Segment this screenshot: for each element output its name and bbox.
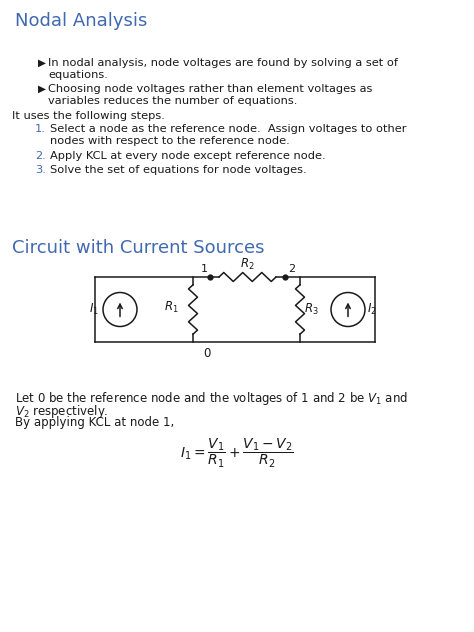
Text: Apply KCL at every node except reference node.: Apply KCL at every node except reference… <box>50 151 326 161</box>
Text: $I_1 = \dfrac{V_1}{R_1} + \dfrac{V_1 - V_2}{R_2}$: $I_1 = \dfrac{V_1}{R_1} + \dfrac{V_1 - V… <box>180 437 294 470</box>
Text: $R_1$: $R_1$ <box>164 300 179 315</box>
Text: 1: 1 <box>201 264 208 274</box>
Text: equations.: equations. <box>48 70 108 80</box>
Text: Circuit with Current Sources: Circuit with Current Sources <box>12 239 264 257</box>
Text: 1.: 1. <box>35 124 46 134</box>
Text: Choosing node voltages rather than element voltages as: Choosing node voltages rather than eleme… <box>48 84 373 94</box>
Text: 0: 0 <box>203 347 210 360</box>
Text: By applying KCL at node 1,: By applying KCL at node 1, <box>15 416 174 429</box>
Text: In nodal analysis, node voltages are found by solving a set of: In nodal analysis, node voltages are fou… <box>48 58 398 68</box>
Text: variables reduces the number of equations.: variables reduces the number of equation… <box>48 96 297 106</box>
Text: Nodal Analysis: Nodal Analysis <box>15 12 147 30</box>
Text: $\blacktriangleright$: $\blacktriangleright$ <box>35 58 47 70</box>
Text: 3.: 3. <box>35 165 46 175</box>
Text: $I_2$: $I_2$ <box>367 302 377 317</box>
Text: It uses the following steps.: It uses the following steps. <box>12 111 165 121</box>
Text: $V_2$ respectively.: $V_2$ respectively. <box>15 403 109 420</box>
Text: nodes with respect to the reference node.: nodes with respect to the reference node… <box>50 136 290 146</box>
Text: 2: 2 <box>288 264 295 274</box>
Text: $R_3$: $R_3$ <box>304 302 319 317</box>
Text: Solve the set of equations for node voltages.: Solve the set of equations for node volt… <box>50 165 307 175</box>
Text: Let 0 be the reference node and the voltages of 1 and 2 be $V_1$ and: Let 0 be the reference node and the volt… <box>15 390 408 407</box>
Text: Select a node as the reference node.  Assign voltages to other: Select a node as the reference node. Ass… <box>50 124 407 134</box>
Text: $\blacktriangleright$: $\blacktriangleright$ <box>35 84 47 95</box>
Text: $I_1$: $I_1$ <box>89 302 99 317</box>
Text: 2.: 2. <box>35 151 46 161</box>
Text: $R_2$: $R_2$ <box>240 257 255 272</box>
